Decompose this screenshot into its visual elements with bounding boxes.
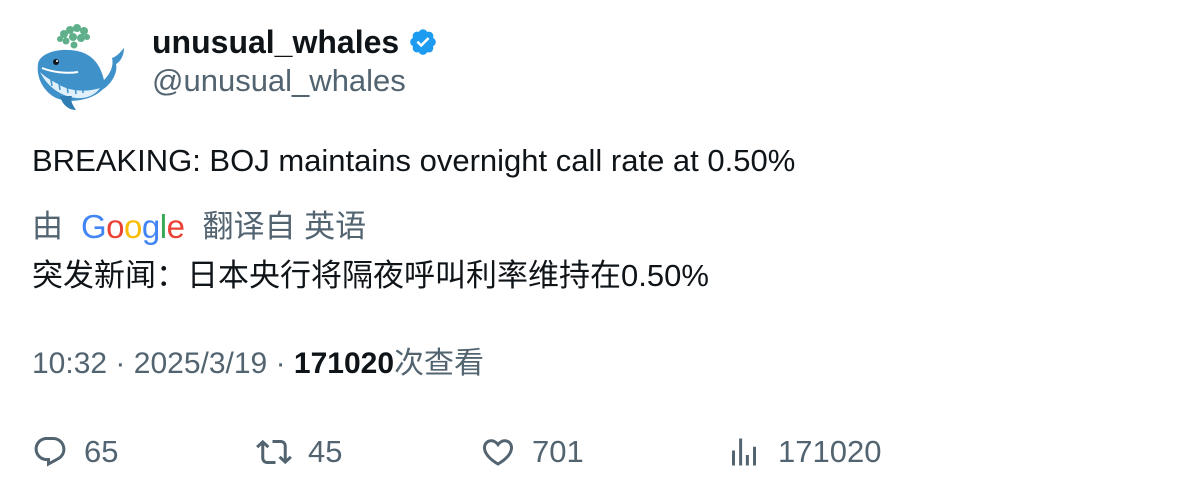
- tweet-date[interactable]: 2025/3/19: [133, 347, 268, 380]
- action-bar: 65 45 701 171020: [32, 430, 1172, 474]
- reply-icon: [34, 437, 66, 467]
- heart-icon: [482, 439, 514, 466]
- author-display-name[interactable]: unusual_whales: [152, 20, 438, 64]
- avatar[interactable]: [30, 22, 128, 114]
- google-logo: Google: [81, 208, 185, 245]
- translation-suffix: 翻译自 英语: [202, 209, 367, 244]
- retweet-button[interactable]: 45: [256, 430, 342, 474]
- translation-prefix: 由: [32, 209, 63, 244]
- reply-count: 65: [84, 434, 119, 469]
- whale-spout-icon: [57, 24, 90, 49]
- author-handle[interactable]: @unusual_whales: [152, 63, 406, 98]
- views-count: 171020: [293, 347, 395, 380]
- translation-attribution: 由 Google 翻译自 英语: [32, 205, 366, 249]
- tweet-meta: 10:32 · 2025/3/19 · 171020次查看: [32, 343, 484, 385]
- analytics-icon: [732, 438, 756, 466]
- meta-separator: ·: [115, 347, 126, 380]
- display-name-text[interactable]: unusual_whales: [152, 24, 400, 60]
- views-button[interactable]: 171020: [726, 430, 881, 474]
- like-count: 701: [532, 434, 584, 469]
- whale-icon: [37, 48, 124, 110]
- like-button[interactable]: 701: [480, 430, 584, 474]
- views-label: 次查看: [394, 347, 485, 380]
- tweet-text: BREAKING: BOJ maintains overnight call r…: [32, 143, 796, 178]
- retweet-count: 45: [308, 434, 343, 469]
- verified-badge-icon: [410, 29, 436, 55]
- views-action-count: 171020: [778, 434, 882, 469]
- translated-text: 突发新闻：日本央行将隔夜呼叫利率维持在0.50%: [32, 258, 709, 293]
- tweet-time[interactable]: 10:32: [32, 347, 108, 380]
- meta-separator: ·: [275, 347, 286, 380]
- reply-button[interactable]: 65: [32, 430, 118, 474]
- retweet-icon: [256, 439, 292, 465]
